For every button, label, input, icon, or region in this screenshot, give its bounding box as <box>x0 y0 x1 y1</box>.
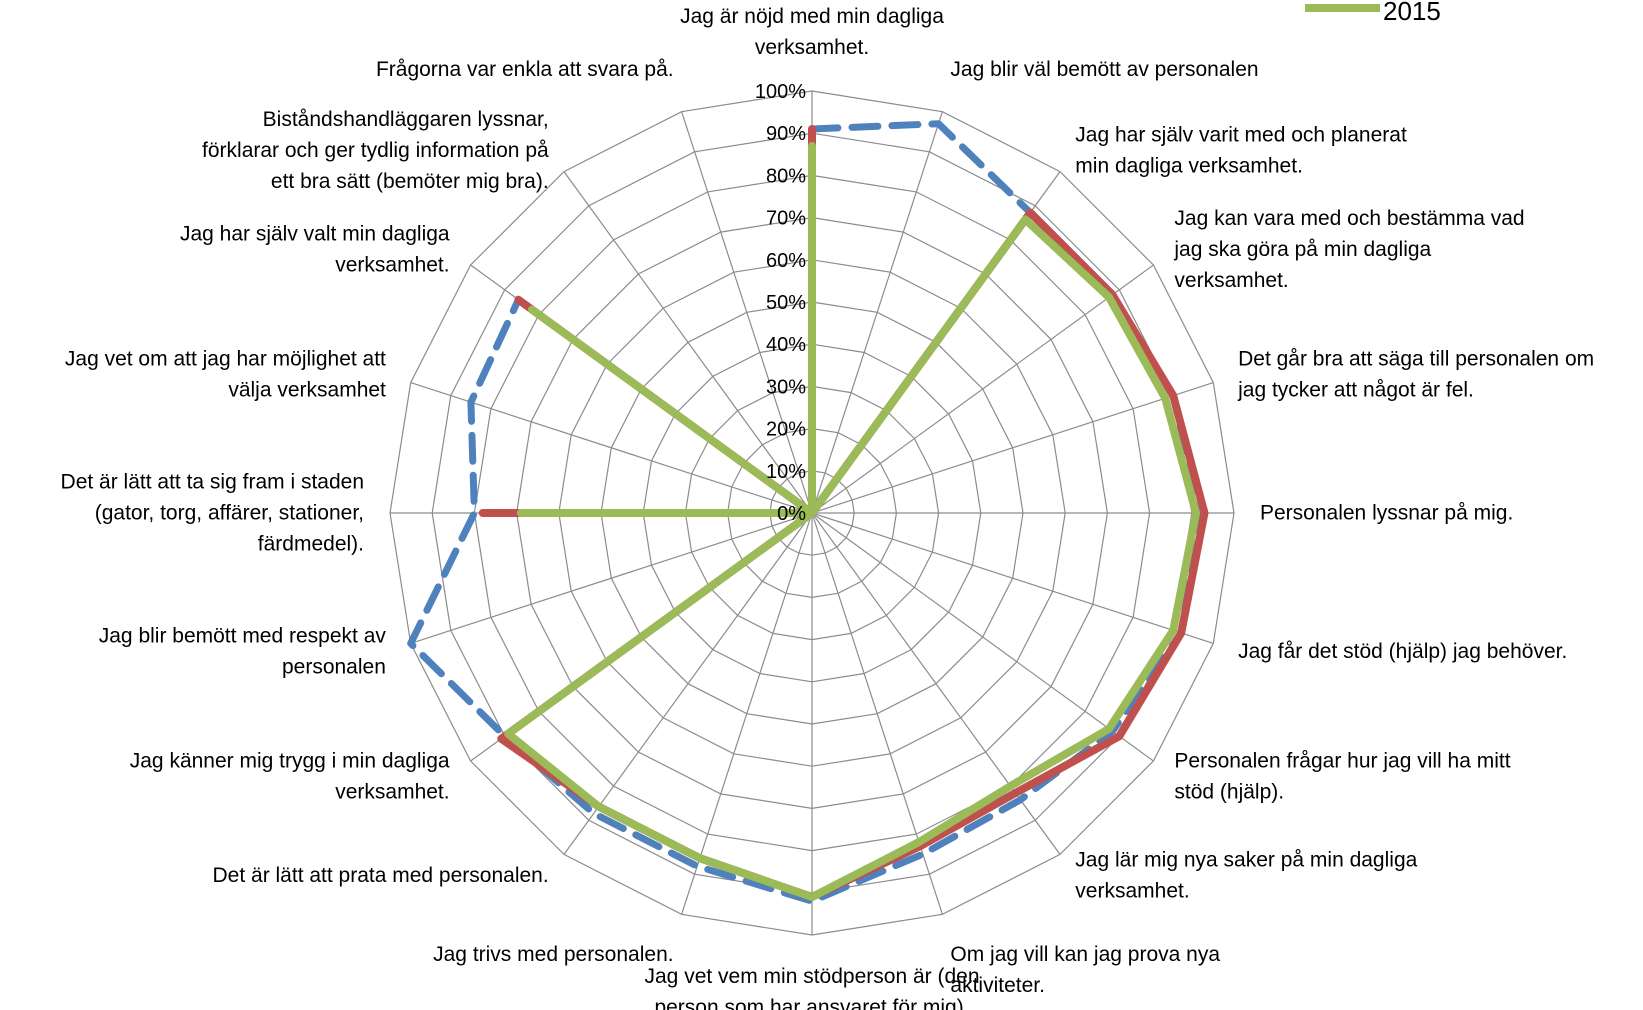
legend-label: 2015 <box>1383 0 1441 26</box>
tick-label: 100% <box>755 81 806 103</box>
axis-label: Jag vet om att jag har möjlighet att välj… <box>65 348 386 402</box>
axis-label: Frågorna var enkla att svara på. <box>376 58 674 81</box>
tick-label: 10% <box>766 461 806 483</box>
axis-label: Personalen lyssnar på mig. <box>1260 502 1513 525</box>
tick-label: 70% <box>766 208 806 230</box>
radial-tick-labels: 0% 10% 20% 30% 40% 50% 60% 70% 80% 90% 100% <box>755 81 806 525</box>
axis-label: Det är lätt att ta sig fram i staden (gat… <box>61 471 364 556</box>
axis-label: Jag får det stöd (hjälp) jag behöver. <box>1238 640 1567 663</box>
tick-label: 50% <box>766 292 806 314</box>
grid-spoke <box>410 512 813 644</box>
axis-label: Jag blir bemött med respekt av personalen <box>99 624 387 678</box>
axis-label: Personalen frågar hur jag vill ha mitt st… <box>1174 749 1510 803</box>
axis-label: Jag har själv varit med och planerat min … <box>1075 124 1407 178</box>
legend: 2015 <box>1305 0 1441 26</box>
axis-label: Om jag vill kan jag prova nya aktiviteter… <box>950 943 1220 997</box>
grid-spoke <box>563 512 813 855</box>
axis-label: Det går bra att säga till personalen om j… <box>1237 348 1594 402</box>
series-line-2 <box>504 141 1200 901</box>
series-line-0 <box>407 120 1204 905</box>
axis-label: Biståndshandläggaren lyssnar, förklarar o… <box>202 108 549 193</box>
grid-spoke <box>811 512 1061 855</box>
axis-label: Jag trivs med personalen. <box>433 943 673 966</box>
grid-spoke <box>811 382 1214 514</box>
tick-label: 0% <box>777 503 806 525</box>
grid-spoke <box>811 264 1154 514</box>
radar-series <box>407 120 1209 905</box>
tick-label: 60% <box>766 250 806 272</box>
axis-label: Jag kan vara med och bestämma vad jag ska… <box>1173 207 1524 292</box>
tick-label: 20% <box>766 419 806 441</box>
grid-spoke <box>563 171 813 514</box>
grid-spoke <box>410 382 813 514</box>
axis-label: Jag blir väl bemött av personalen <box>950 58 1258 81</box>
tick-label: 30% <box>766 376 806 398</box>
grid-spoke <box>681 512 813 915</box>
tick-label: 40% <box>766 334 806 356</box>
grid-spoke <box>811 512 1214 644</box>
tick-label: 80% <box>766 165 806 187</box>
grid-spoke <box>811 111 943 514</box>
axis-label: Jag känner mig trygg i min dagliga verksa… <box>130 749 450 803</box>
axis-label: Jag är nöjd med min dagliga verksamhet. <box>680 5 944 59</box>
grid-spoke <box>811 512 1154 762</box>
tick-label: 90% <box>766 123 806 145</box>
axis-label: Det är lätt att prata med personalen. <box>213 864 549 887</box>
axis-label: Jag lär mig nya saker på min dagliga verk… <box>1075 848 1417 902</box>
grid-spoke <box>681 111 813 514</box>
axis-label: Jag vet vem min stödperson är (den person… <box>645 965 980 1010</box>
axis-label: Jag har själv valt min dagliga verksamhet… <box>180 223 450 277</box>
axis-category-labels: Jag är nöjd med min dagliga verksamhet. Ja… <box>61 5 1595 1010</box>
